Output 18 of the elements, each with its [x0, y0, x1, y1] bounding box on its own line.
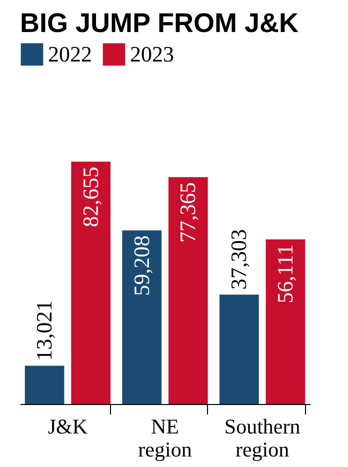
legend-label: 2023 [130, 41, 174, 66]
chart-title: BIG JUMP FROM J&K [20, 8, 300, 38]
x-tick-label: NE region [138, 414, 192, 462]
data-label: 13,021 [32, 300, 57, 361]
data-label: 37,303 [226, 229, 252, 290]
data-label: 82,655 [78, 166, 103, 228]
data-label: 77,365 [175, 182, 200, 243]
x-tick-label: Southern region [224, 414, 301, 462]
bar [168, 177, 208, 404]
bar [71, 162, 111, 404]
bar [24, 366, 64, 404]
bar [219, 294, 259, 404]
data-label: 56,111 [272, 244, 298, 304]
bar [122, 230, 162, 404]
data-label: 59,208 [128, 235, 154, 296]
bar [266, 239, 306, 404]
legend-label: 2022 [48, 41, 92, 66]
x-tick-label: J&K [48, 414, 88, 438]
